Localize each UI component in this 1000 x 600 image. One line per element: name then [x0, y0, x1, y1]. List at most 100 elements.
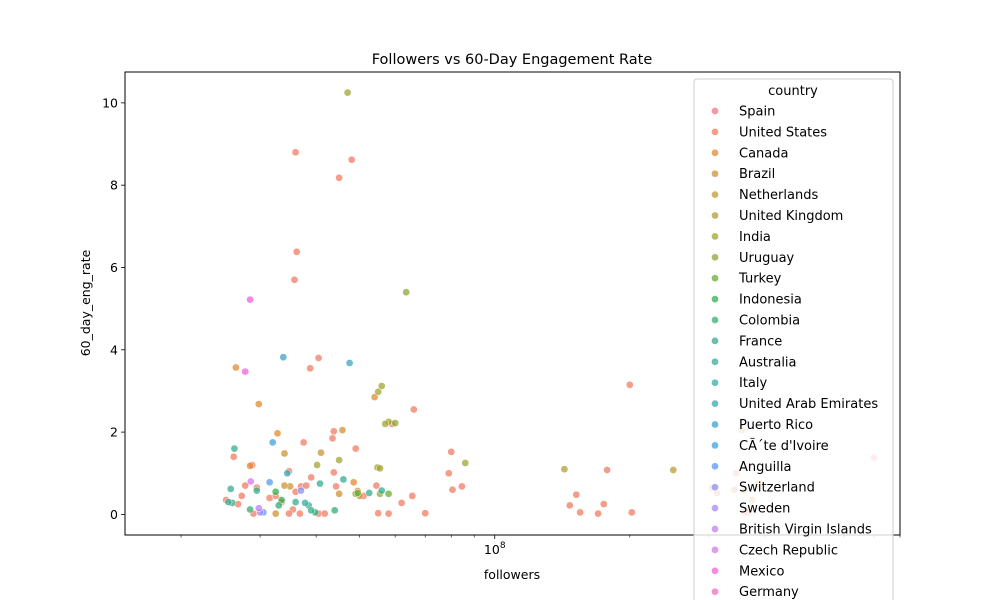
data-point-1-34 [302, 481, 311, 490]
legend-entries: Spain United States Canada Brazil Netherland… [711, 105, 878, 600]
legend-marker-21 [711, 546, 719, 554]
data-point-17-0 [265, 478, 274, 487]
data-point-6-0 [343, 88, 352, 97]
data-point-1-17 [241, 481, 250, 490]
data-point-1-1 [347, 155, 356, 164]
legend-marker-4 [711, 190, 719, 199]
data-point-7-1 [391, 419, 400, 427]
data-point-1-51 [625, 380, 634, 389]
data-point-6-9 [461, 459, 470, 467]
data-point-11-0 [230, 444, 239, 453]
data-point-1-8 [329, 427, 338, 436]
data-point-8-1 [353, 489, 362, 497]
data-point-1-42 [421, 509, 430, 518]
legend-label-14: United Arab Emirates [739, 397, 878, 412]
data-point-1-46 [572, 490, 581, 499]
data-point-1-30 [307, 473, 316, 482]
legend-label-9: Indonesia [739, 293, 802, 308]
y-tick-label: 8 [110, 178, 118, 193]
data-point-1-4 [290, 275, 299, 284]
legend-label-21: Czech Republic [739, 543, 838, 558]
legend-marker-2 [711, 148, 719, 157]
legend-label-3: Brazil [739, 167, 775, 182]
data-point-6-4 [376, 464, 384, 473]
legend-marker-6 [711, 232, 719, 241]
legend-label-1: United States [739, 125, 827, 140]
y-tick-label: 2 [110, 425, 118, 440]
data-point-1-12 [409, 405, 418, 414]
legend-marker-8 [711, 274, 719, 283]
data-point-1-15 [229, 452, 238, 461]
data-point-15-0 [279, 353, 288, 362]
legend-label-15: Puerto Rico [739, 418, 813, 433]
data-point-1-47 [576, 508, 584, 517]
legend-label-13: Italy [739, 376, 768, 391]
data-point-1-2 [335, 173, 343, 182]
legend-marker-10 [711, 316, 719, 324]
data-point-10-4 [246, 505, 254, 514]
data-point-6-1 [335, 456, 343, 464]
data-point-10-2 [330, 506, 339, 515]
data-point-6-6 [377, 382, 386, 390]
legend-box [693, 78, 894, 600]
data-point-14-0 [345, 359, 354, 367]
legend-marker-20 [711, 525, 719, 533]
data-point-1-3 [292, 247, 301, 256]
data-point-2-3 [246, 462, 254, 470]
data-point-11-7 [377, 486, 386, 495]
x-tick-label: 108 [484, 541, 506, 557]
data-point-3-4 [271, 509, 280, 518]
data-point-1-35 [332, 482, 340, 491]
legend-marker-15 [711, 420, 719, 429]
legend-marker-3 [711, 169, 719, 178]
data-point-1-43 [448, 485, 457, 494]
y-tick-label: 10 [102, 95, 118, 110]
data-point-1-7 [299, 438, 308, 447]
data-point-3-7 [338, 426, 347, 434]
data-point-2-0 [232, 363, 240, 372]
legend-label-22: Mexico [739, 564, 784, 579]
legend-marker-19 [711, 504, 719, 512]
axes-frame [124, 71, 901, 536]
data-point-1-40 [397, 499, 406, 507]
data-point-1-49 [599, 500, 608, 508]
data-point-2-4 [370, 393, 379, 401]
data-point-7-0 [402, 288, 411, 297]
legend-marker-12 [711, 357, 719, 366]
data-point-16-0 [268, 438, 277, 447]
data-point-1-39 [384, 509, 393, 518]
data-point-10-1 [274, 501, 283, 510]
data-point-2-2 [273, 429, 282, 438]
legend-label-10: Colombia [739, 314, 800, 329]
data-point-11-2 [226, 485, 235, 493]
data-point-1-6 [306, 364, 315, 373]
legend-marker-7 [711, 253, 719, 262]
data-point-1-41 [408, 492, 417, 500]
data-point-3-3 [280, 481, 289, 490]
legend-label-5: United Kingdom [739, 209, 843, 224]
data-point-3-5 [335, 489, 343, 498]
data-point-6-5 [374, 387, 383, 396]
legend-label-4: Netherlands [739, 188, 818, 203]
data-point-1-0 [291, 148, 300, 157]
y-tick-label: 6 [110, 260, 118, 275]
data-point-2-5 [349, 478, 358, 487]
data-point-1-13 [447, 448, 456, 456]
data-point-1-33 [329, 468, 338, 477]
legend-label-2: Canada [739, 146, 788, 161]
legend-label-23: Germany [739, 585, 799, 600]
legend-label-8: Turkey [738, 272, 782, 287]
legend-label-6: India [739, 230, 771, 245]
y-tick-label: 4 [110, 342, 118, 357]
data-point-3-1 [317, 448, 325, 457]
data-point-1-44 [458, 482, 466, 491]
legend-marker-11 [711, 337, 719, 345]
chart-title: Followers vs 60-Day Engagement Rate [372, 52, 653, 68]
legend-marker-23 [711, 587, 719, 596]
legend-label-12: Australia [739, 355, 797, 370]
legend-marker-9 [711, 295, 719, 303]
data-point-11-5 [316, 479, 324, 488]
x-axis-label: followers [484, 567, 540, 582]
legend-label-11: France [739, 334, 782, 349]
